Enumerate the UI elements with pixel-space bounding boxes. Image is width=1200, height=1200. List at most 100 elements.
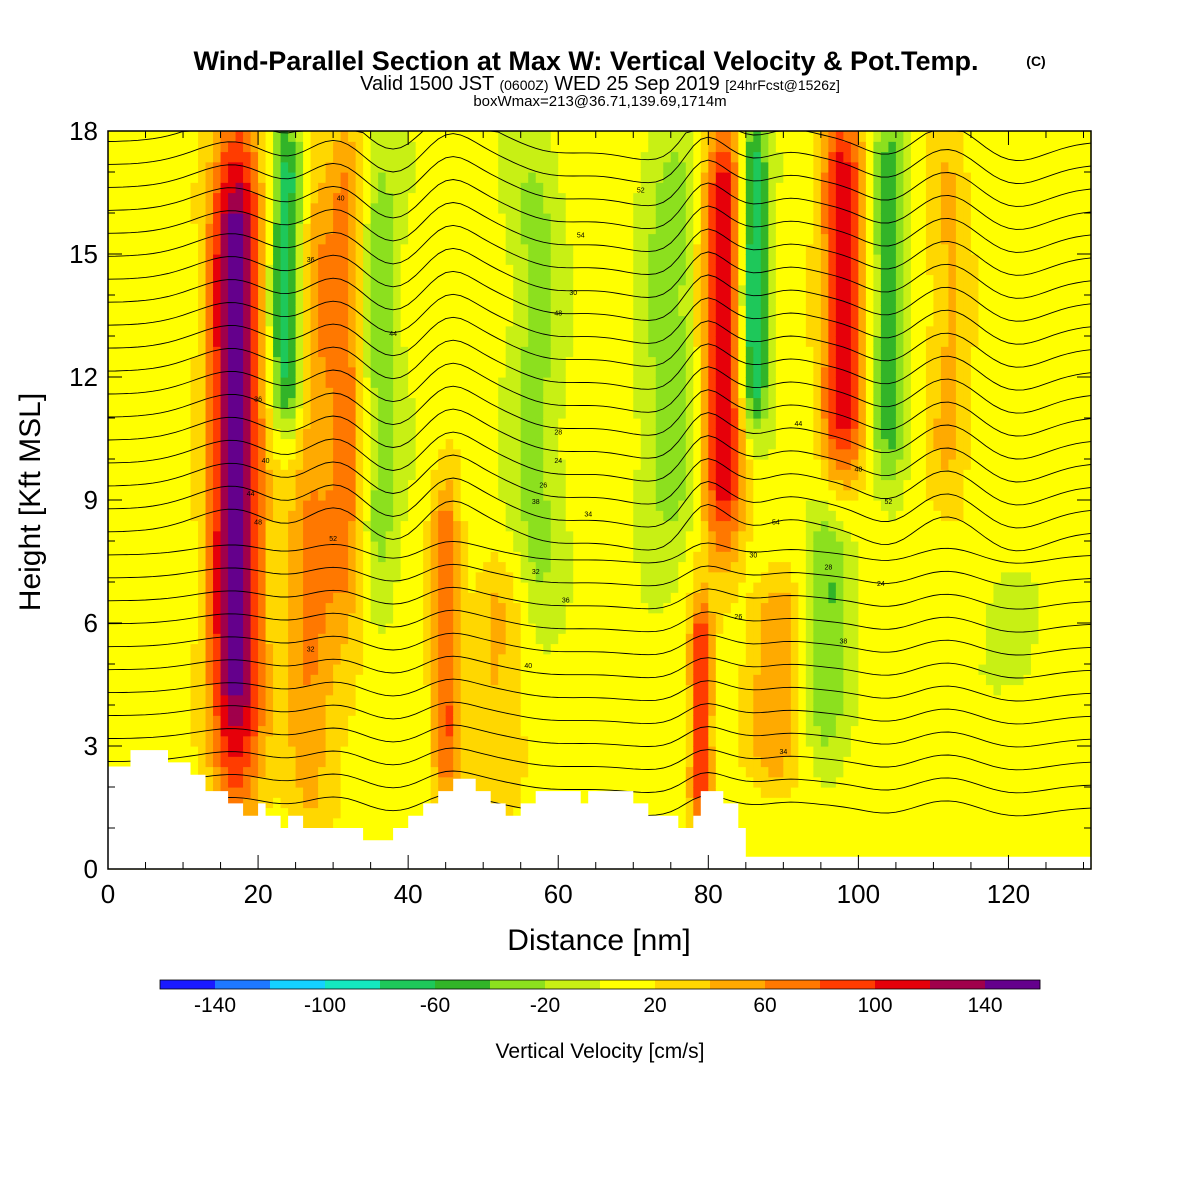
velocity-cell — [265, 551, 274, 563]
velocity-cell — [393, 192, 402, 204]
velocity-cell — [280, 489, 289, 501]
velocity-cell — [453, 202, 462, 214]
velocity-cell — [378, 172, 387, 183]
velocity-cell — [213, 213, 222, 224]
velocity-cell — [573, 756, 582, 768]
velocity-cell — [475, 305, 484, 317]
velocity-cell — [280, 233, 289, 245]
velocity-cell — [310, 182, 319, 194]
velocity-cell — [393, 817, 402, 829]
velocity-cell — [415, 243, 424, 255]
velocity-cell — [318, 674, 327, 686]
velocity-cell — [340, 243, 349, 255]
velocity-cell — [228, 151, 237, 163]
velocity-cell — [468, 377, 477, 388]
velocity-cell — [445, 377, 454, 388]
velocity-cell — [565, 315, 574, 327]
velocity-cell — [385, 151, 394, 163]
velocity-cell — [558, 243, 567, 255]
velocity-cell — [528, 520, 537, 532]
velocity-cell — [160, 520, 169, 532]
velocity-cell — [610, 643, 619, 655]
velocity-cell — [370, 448, 379, 460]
velocity-cell — [138, 284, 147, 296]
velocity-cell — [535, 387, 544, 399]
velocity-cell — [468, 131, 477, 142]
velocity-cell — [175, 161, 184, 173]
velocity-cell — [520, 489, 529, 501]
velocity-cell — [220, 315, 229, 327]
velocity-cell — [363, 489, 372, 501]
velocity-cell — [453, 172, 462, 183]
velocity-cell — [175, 295, 184, 306]
velocity-cell — [580, 541, 589, 552]
velocity-cell — [543, 520, 552, 532]
velocity-cell — [303, 705, 312, 716]
velocity-cell — [580, 643, 589, 655]
velocity-cell — [325, 202, 334, 214]
velocity-cell — [228, 602, 237, 614]
velocity-cell — [430, 387, 439, 399]
velocity-cell — [460, 182, 469, 194]
velocity-cell — [550, 643, 559, 655]
velocity-cell — [385, 418, 394, 429]
velocity-cell — [445, 633, 454, 645]
velocity-cell — [363, 305, 372, 317]
velocity-cell — [393, 694, 402, 706]
velocity-cell — [573, 592, 582, 604]
velocity-cell — [258, 725, 267, 737]
velocity-cell — [400, 807, 409, 819]
velocity-cell — [115, 643, 124, 655]
velocity-cell — [145, 377, 154, 388]
velocity-cell — [483, 633, 492, 645]
velocity-cell — [318, 592, 327, 604]
velocity-cell — [325, 397, 334, 409]
velocity-cell — [115, 172, 124, 183]
velocity-cell — [543, 141, 552, 153]
velocity-cell — [445, 182, 454, 194]
velocity-cell — [160, 510, 169, 522]
velocity-cell — [183, 735, 192, 747]
velocity-cell — [618, 295, 627, 306]
velocity-cell — [273, 746, 282, 757]
velocity-cell — [333, 172, 342, 183]
velocity-cell — [153, 459, 162, 470]
velocity-cell — [580, 346, 589, 358]
velocity-cell — [340, 500, 349, 511]
velocity-cell — [295, 356, 304, 368]
velocity-cell — [273, 336, 282, 347]
velocity-cell — [580, 336, 589, 347]
velocity-cell — [588, 213, 597, 224]
velocity-cell — [175, 500, 184, 511]
velocity-cell — [228, 264, 237, 276]
velocity-cell — [183, 202, 192, 214]
velocity-cell — [348, 295, 357, 306]
velocity-cell — [423, 254, 432, 265]
velocity-cell — [513, 346, 522, 358]
velocity-cell — [370, 336, 379, 347]
velocity-cell — [130, 387, 139, 399]
velocity-cell — [145, 592, 154, 604]
velocity-cell — [535, 633, 544, 645]
velocity-cell — [340, 202, 349, 214]
velocity-cell — [295, 213, 304, 224]
velocity-cell — [498, 202, 507, 214]
velocity-cell — [183, 295, 192, 306]
velocity-cell — [183, 172, 192, 183]
velocity-cell — [535, 233, 544, 245]
velocity-cell — [588, 530, 597, 542]
velocity-cell — [130, 172, 139, 183]
velocity-cell — [303, 571, 312, 583]
velocity-cell — [235, 131, 244, 142]
velocity-cell — [543, 397, 552, 409]
velocity-cell — [550, 377, 559, 388]
velocity-cell — [333, 776, 342, 788]
velocity-cell — [385, 500, 394, 511]
velocity-cell — [145, 438, 154, 450]
velocity-cell — [550, 418, 559, 429]
velocity-cell — [250, 674, 259, 686]
velocity-cell — [460, 459, 469, 470]
velocity-cell — [505, 284, 514, 296]
velocity-cell — [198, 346, 207, 358]
velocity-cell — [475, 387, 484, 399]
